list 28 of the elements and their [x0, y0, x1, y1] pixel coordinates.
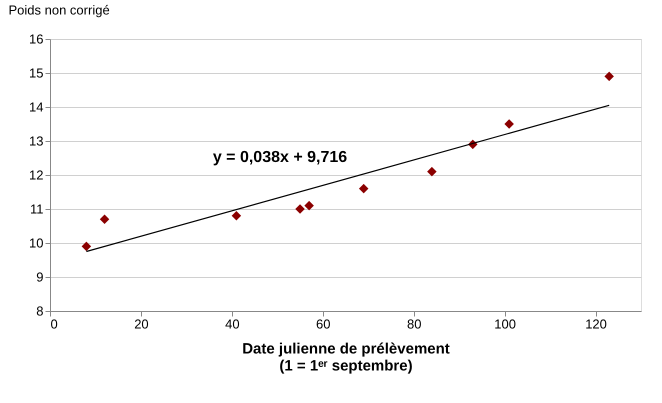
x-tick-label: 60 [316, 316, 331, 332]
y-tick-label: 13 [29, 134, 44, 148]
point [304, 200, 314, 210]
y-tick-label: 14 [29, 100, 44, 114]
point [295, 204, 305, 214]
x-tick-label: 20 [134, 316, 149, 332]
y-tick-label: 8 [36, 304, 44, 318]
y-axis-title: Poids non corrigé [8, 2, 110, 18]
annotation: y = 0,038x + 9,716 [212, 149, 348, 166]
point [427, 166, 437, 176]
x-tick-label: 0 [50, 316, 58, 332]
x-tick-label: 80 [406, 316, 422, 332]
y-tick-label: 9 [36, 270, 44, 284]
y-tick-label: 12 [29, 168, 44, 182]
x-tick-label: 120 [585, 316, 607, 332]
point [82, 242, 92, 252]
y-tick-label: 10 [29, 236, 44, 250]
point [232, 211, 242, 221]
y-tick-label: 15 [29, 66, 44, 80]
x-axis-title: Date julienne de prélèvement (1 = 1ᵉʳ septembre) [242, 340, 450, 374]
point [604, 72, 614, 82]
x-tick-label: 100 [494, 316, 516, 332]
y-tick-label: 11 [30, 202, 44, 216]
point [100, 214, 110, 224]
point [504, 119, 514, 129]
x-tick-label: 40 [225, 316, 240, 332]
y-tick-label: 16 [29, 32, 44, 46]
point [358, 184, 368, 194]
